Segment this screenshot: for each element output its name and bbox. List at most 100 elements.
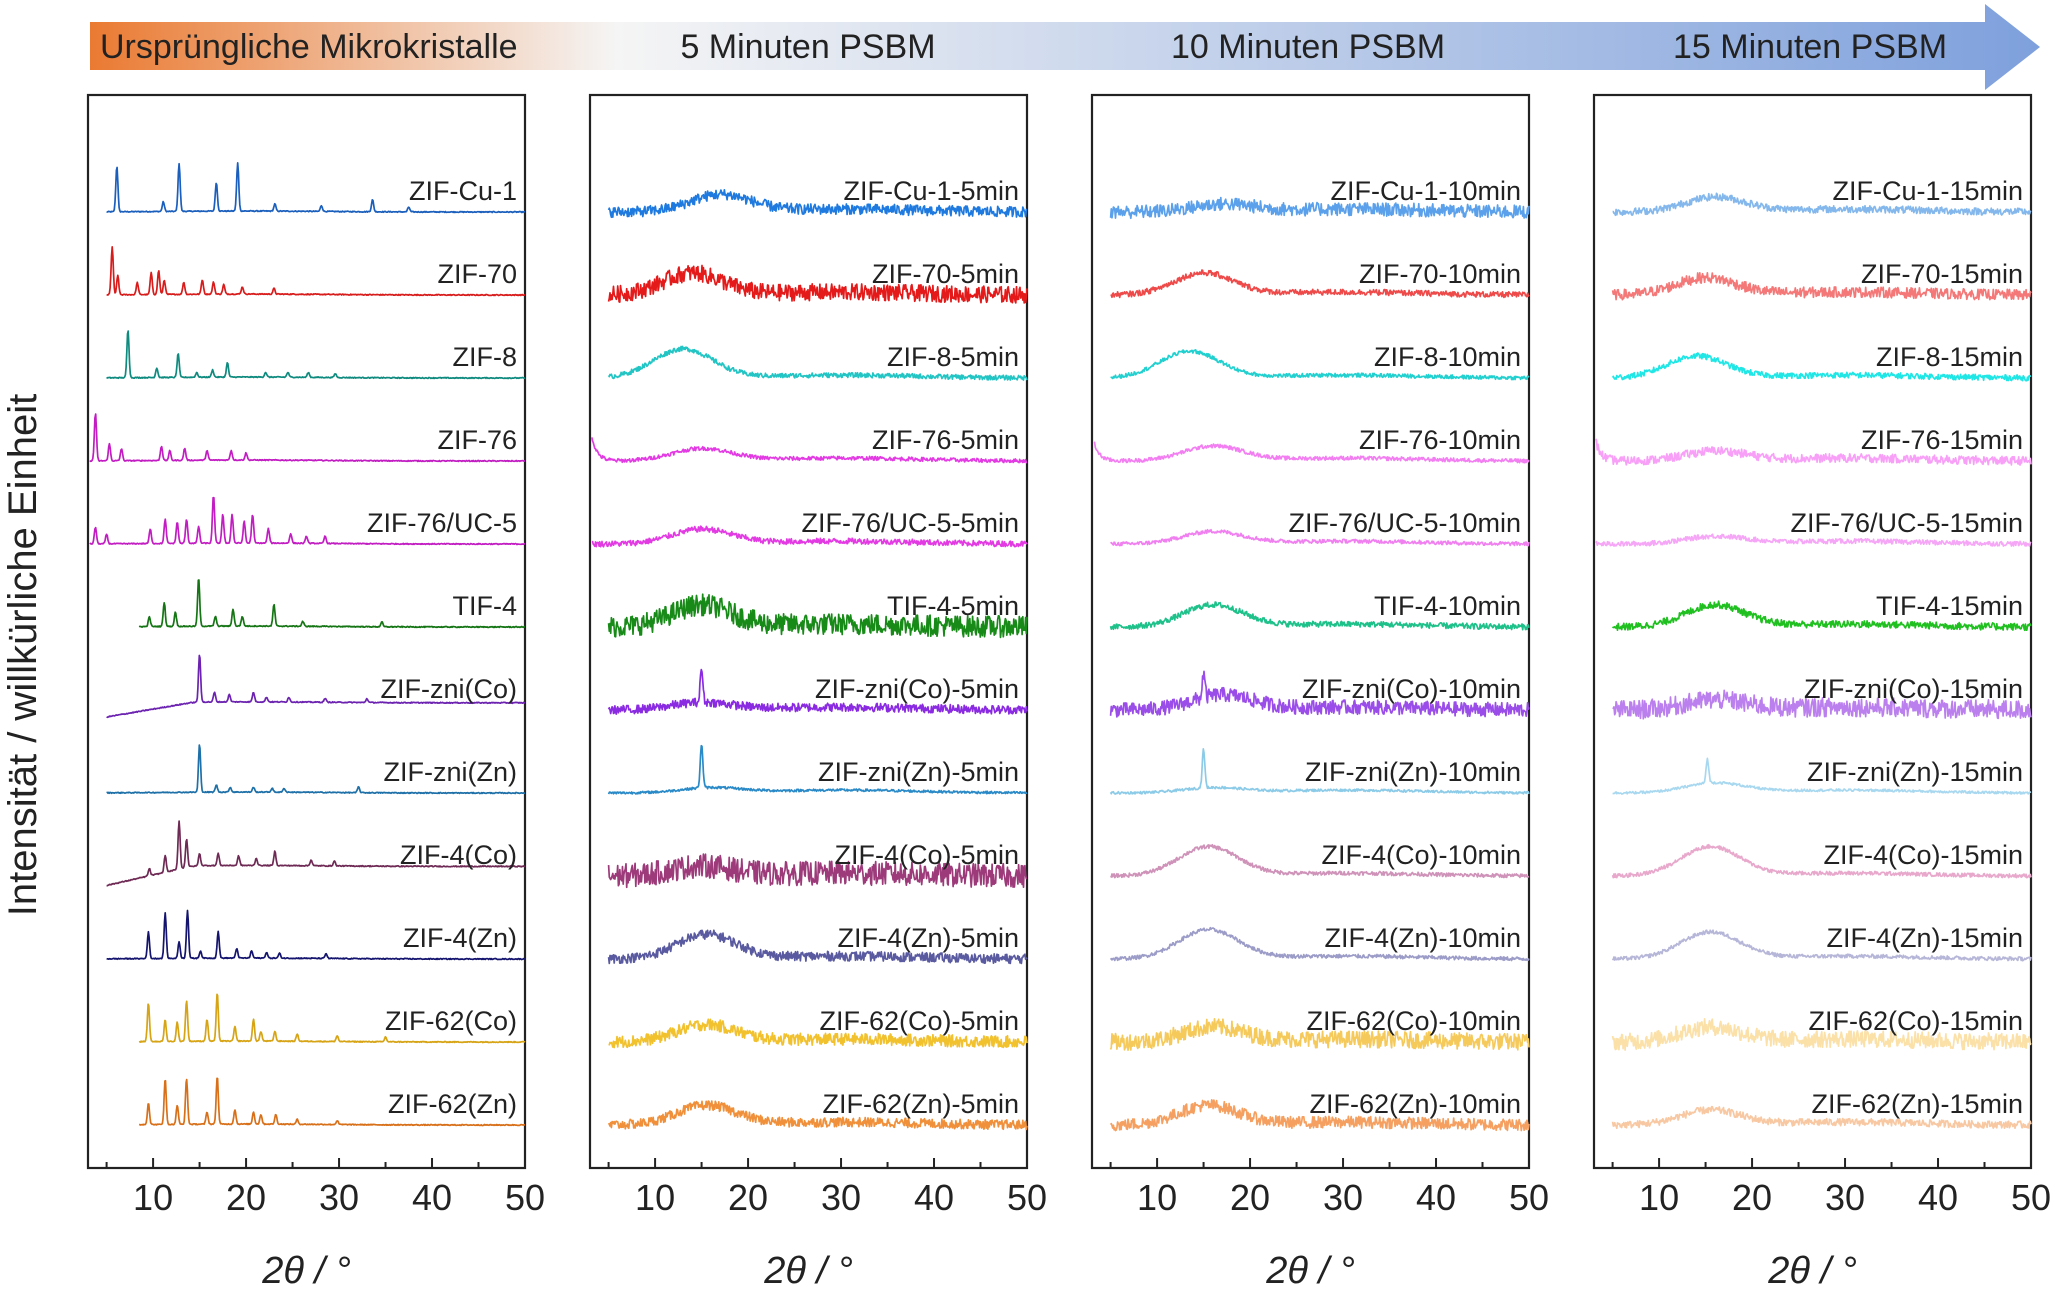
trace-zif-76-uc-5-5min	[591, 525, 1028, 548]
series-zif-zni-co-5min: ZIF-zni(Co)-5min	[607, 668, 1028, 715]
trace-zif-8-15min	[1611, 352, 2032, 382]
trace-zif-8	[106, 330, 526, 380]
series-zif-8-10min: ZIF-8-10min	[1110, 342, 1530, 381]
trace-label: ZIF-zni(Co)-5min	[815, 674, 1019, 704]
trace-label: ZIF-8	[453, 342, 518, 372]
series-zif-76-uc-5-10min: ZIF-76/UC-5-10min	[1109, 508, 1530, 547]
series-zif-62-zn: ZIF-62(Zn)	[138, 1077, 526, 1127]
series-zif-cu-1-5min: ZIF-Cu-1-5min	[607, 176, 1028, 219]
x-tick-label: 40	[1416, 1177, 1456, 1218]
trace-zif-zni-zn-5min	[607, 744, 1028, 795]
trace-label: ZIF-76	[437, 425, 517, 455]
series-zif-4-co-10min: ZIF-4(Co)-10min	[1109, 840, 1530, 879]
x-tick-label: 40	[412, 1177, 452, 1218]
trace-zif-70-5min	[607, 264, 1028, 304]
series-zif-zni-zn-10min: ZIF-zni(Zn)-10min	[1109, 748, 1530, 795]
series-zif-zni-co-15min: ZIF-zni(Co)-15min	[1612, 674, 2032, 720]
series-zif-70-15min: ZIF-70-15min	[1611, 259, 2032, 301]
trace-label: ZIF-Cu-1	[409, 176, 517, 206]
trace-zif-cu-1-15min	[1612, 192, 2032, 217]
series-zif-62-co-10min: ZIF-62(Co)-10min	[1109, 1006, 1530, 1051]
trace-label: ZIF-zni(Zn)-5min	[818, 757, 1019, 787]
trace-tif-4-10min	[1109, 601, 1530, 631]
panel-2: 10 20 30 40 50 2θ / ° ZIF-Cu-1-5min ZIF-70-5min…	[588, 93, 1047, 1290]
trace-zif-62-zn	[138, 1077, 526, 1127]
trace-label: ZIF-zni(Co)	[381, 674, 518, 704]
trace-zif-76-uc-5	[89, 496, 526, 546]
trace-zif-cu-1-10min	[1109, 196, 1530, 220]
trace-label: ZIF-62(Zn)-10min	[1309, 1089, 1521, 1119]
series-zif-4-co-15min: ZIF-4(Co)-15min	[1611, 840, 2032, 879]
trace-zif-zni-co-10min	[1109, 670, 1530, 718]
y-axis-label: Intensität / willkürliche Einheit	[1, 394, 45, 916]
trace-zif-70-15min	[1611, 272, 2032, 301]
stage-label-10min: 10 Minuten PSBM	[1171, 28, 1445, 66]
series-zif-76-uc-5-15min: ZIF-76/UC-5-15min	[1595, 508, 2032, 547]
trace-zif-4-co	[106, 820, 526, 887]
series-zif-62-zn-5min: ZIF-62(Zn)-5min	[607, 1089, 1028, 1131]
trace-label: ZIF-76-10min	[1359, 425, 1521, 455]
x-axis-label: 2θ / °	[1265, 1250, 1355, 1290]
trace-zif-76-5min	[591, 437, 1028, 464]
panel-frame	[86, 93, 527, 1170]
trace-label: ZIF-4(Co)	[400, 840, 517, 870]
series-zif-4-co-5min: ZIF-4(Co)-5min	[607, 840, 1028, 889]
x-tick-label: 20	[1230, 1177, 1270, 1218]
trace-zif-zni-zn-10min	[1109, 748, 1530, 795]
progress-arrow: Ursprüngliche Mikrokristalle 5 Minuten P…	[90, 4, 2040, 90]
trace-zif-zni-co	[106, 654, 526, 719]
trace-zif-8-10min	[1110, 349, 1530, 381]
trace-zif-76-10min	[1093, 441, 1530, 464]
trace-label: ZIF-62(Zn)-15min	[1811, 1089, 2023, 1119]
series-zif-62-zn-10min: ZIF-62(Zn)-10min	[1109, 1089, 1530, 1132]
trace-label: ZIF-4(Zn)-10min	[1324, 923, 1521, 953]
trace-label: ZIF-4(Co)-10min	[1321, 840, 1521, 870]
trace-label: ZIF-zni(Zn)-15min	[1807, 757, 2023, 787]
x-tick-label: 30	[821, 1177, 861, 1218]
trace-label: ZIF-62(Zn)	[388, 1089, 517, 1119]
panel-frame	[1090, 93, 1531, 1170]
trace-label: TIF-4	[453, 591, 518, 621]
trace-zif-62-zn-5min	[607, 1100, 1028, 1131]
trace-zif-4-zn-5min	[607, 929, 1028, 965]
panel-4: 10 20 30 40 50 2θ / ° ZIF-Cu-1-15min ZIF-70-15m…	[1592, 93, 2051, 1290]
trace-label: ZIF-70-5min	[872, 259, 1019, 289]
trace-zif-76-15min	[1595, 438, 2032, 466]
x-axis-label: 2θ / °	[1767, 1250, 1857, 1290]
trace-zif-zni-zn	[106, 744, 526, 795]
trace-label: ZIF-zni(Co)-15min	[1804, 674, 2023, 704]
trace-label: ZIF-4(Zn)-5min	[838, 923, 1020, 953]
trace-label: ZIF-Cu-1-10min	[1330, 176, 1521, 206]
trace-tif-4-15min	[1611, 600, 2032, 632]
trace-zif-8-5min	[607, 345, 1028, 381]
trace-zif-62-zn-15min	[1611, 1105, 2032, 1130]
x-tick-label: 10	[1137, 1177, 1177, 1218]
trace-tif-4	[138, 579, 526, 629]
trace-zif-4-co-5min	[607, 853, 1028, 889]
trace-label: ZIF-70-15min	[1861, 259, 2023, 289]
trace-zif-62-co-15min	[1611, 1018, 2032, 1051]
trace-zif-4-zn	[106, 909, 526, 961]
trace-label: ZIF-62(Co)-5min	[819, 1006, 1019, 1036]
progress-arrow-shape	[90, 4, 2040, 90]
x-tick-label: 10	[1639, 1177, 1679, 1218]
series-zif-4-zn-5min: ZIF-4(Zn)-5min	[607, 923, 1028, 965]
x-tick-label: 20	[1732, 1177, 1772, 1218]
trace-label: ZIF-76-5min	[872, 425, 1019, 455]
trace-zif-76-uc-5-10min	[1109, 528, 1530, 547]
series-zif-62-co-5min: ZIF-62(Co)-5min	[608, 1006, 1028, 1049]
trace-label: ZIF-76/UC-5-5min	[801, 508, 1019, 538]
trace-zif-70-10min	[1110, 269, 1530, 299]
trace-label: ZIF-62(Co)	[385, 1006, 517, 1036]
x-tick-label: 20	[226, 1177, 266, 1218]
trace-zif-4-co-15min	[1611, 843, 2032, 879]
x-tick-label: 20	[728, 1177, 768, 1218]
series-zif-cu-1-15min: ZIF-Cu-1-15min	[1612, 176, 2032, 217]
trace-tif-4-5min	[607, 593, 1028, 639]
trace-zif-cu-1-5min	[607, 188, 1028, 219]
trace-zif-76	[89, 413, 526, 463]
panels: 10 20 30 40 50 2θ / ° ZIF-Cu-1 ZIF-70 ZIF-8 ZIF-7…	[86, 93, 2051, 1290]
stage-label-15min: 15 Minuten PSBM	[1673, 28, 1947, 66]
trace-zif-cu-1	[106, 162, 526, 214]
